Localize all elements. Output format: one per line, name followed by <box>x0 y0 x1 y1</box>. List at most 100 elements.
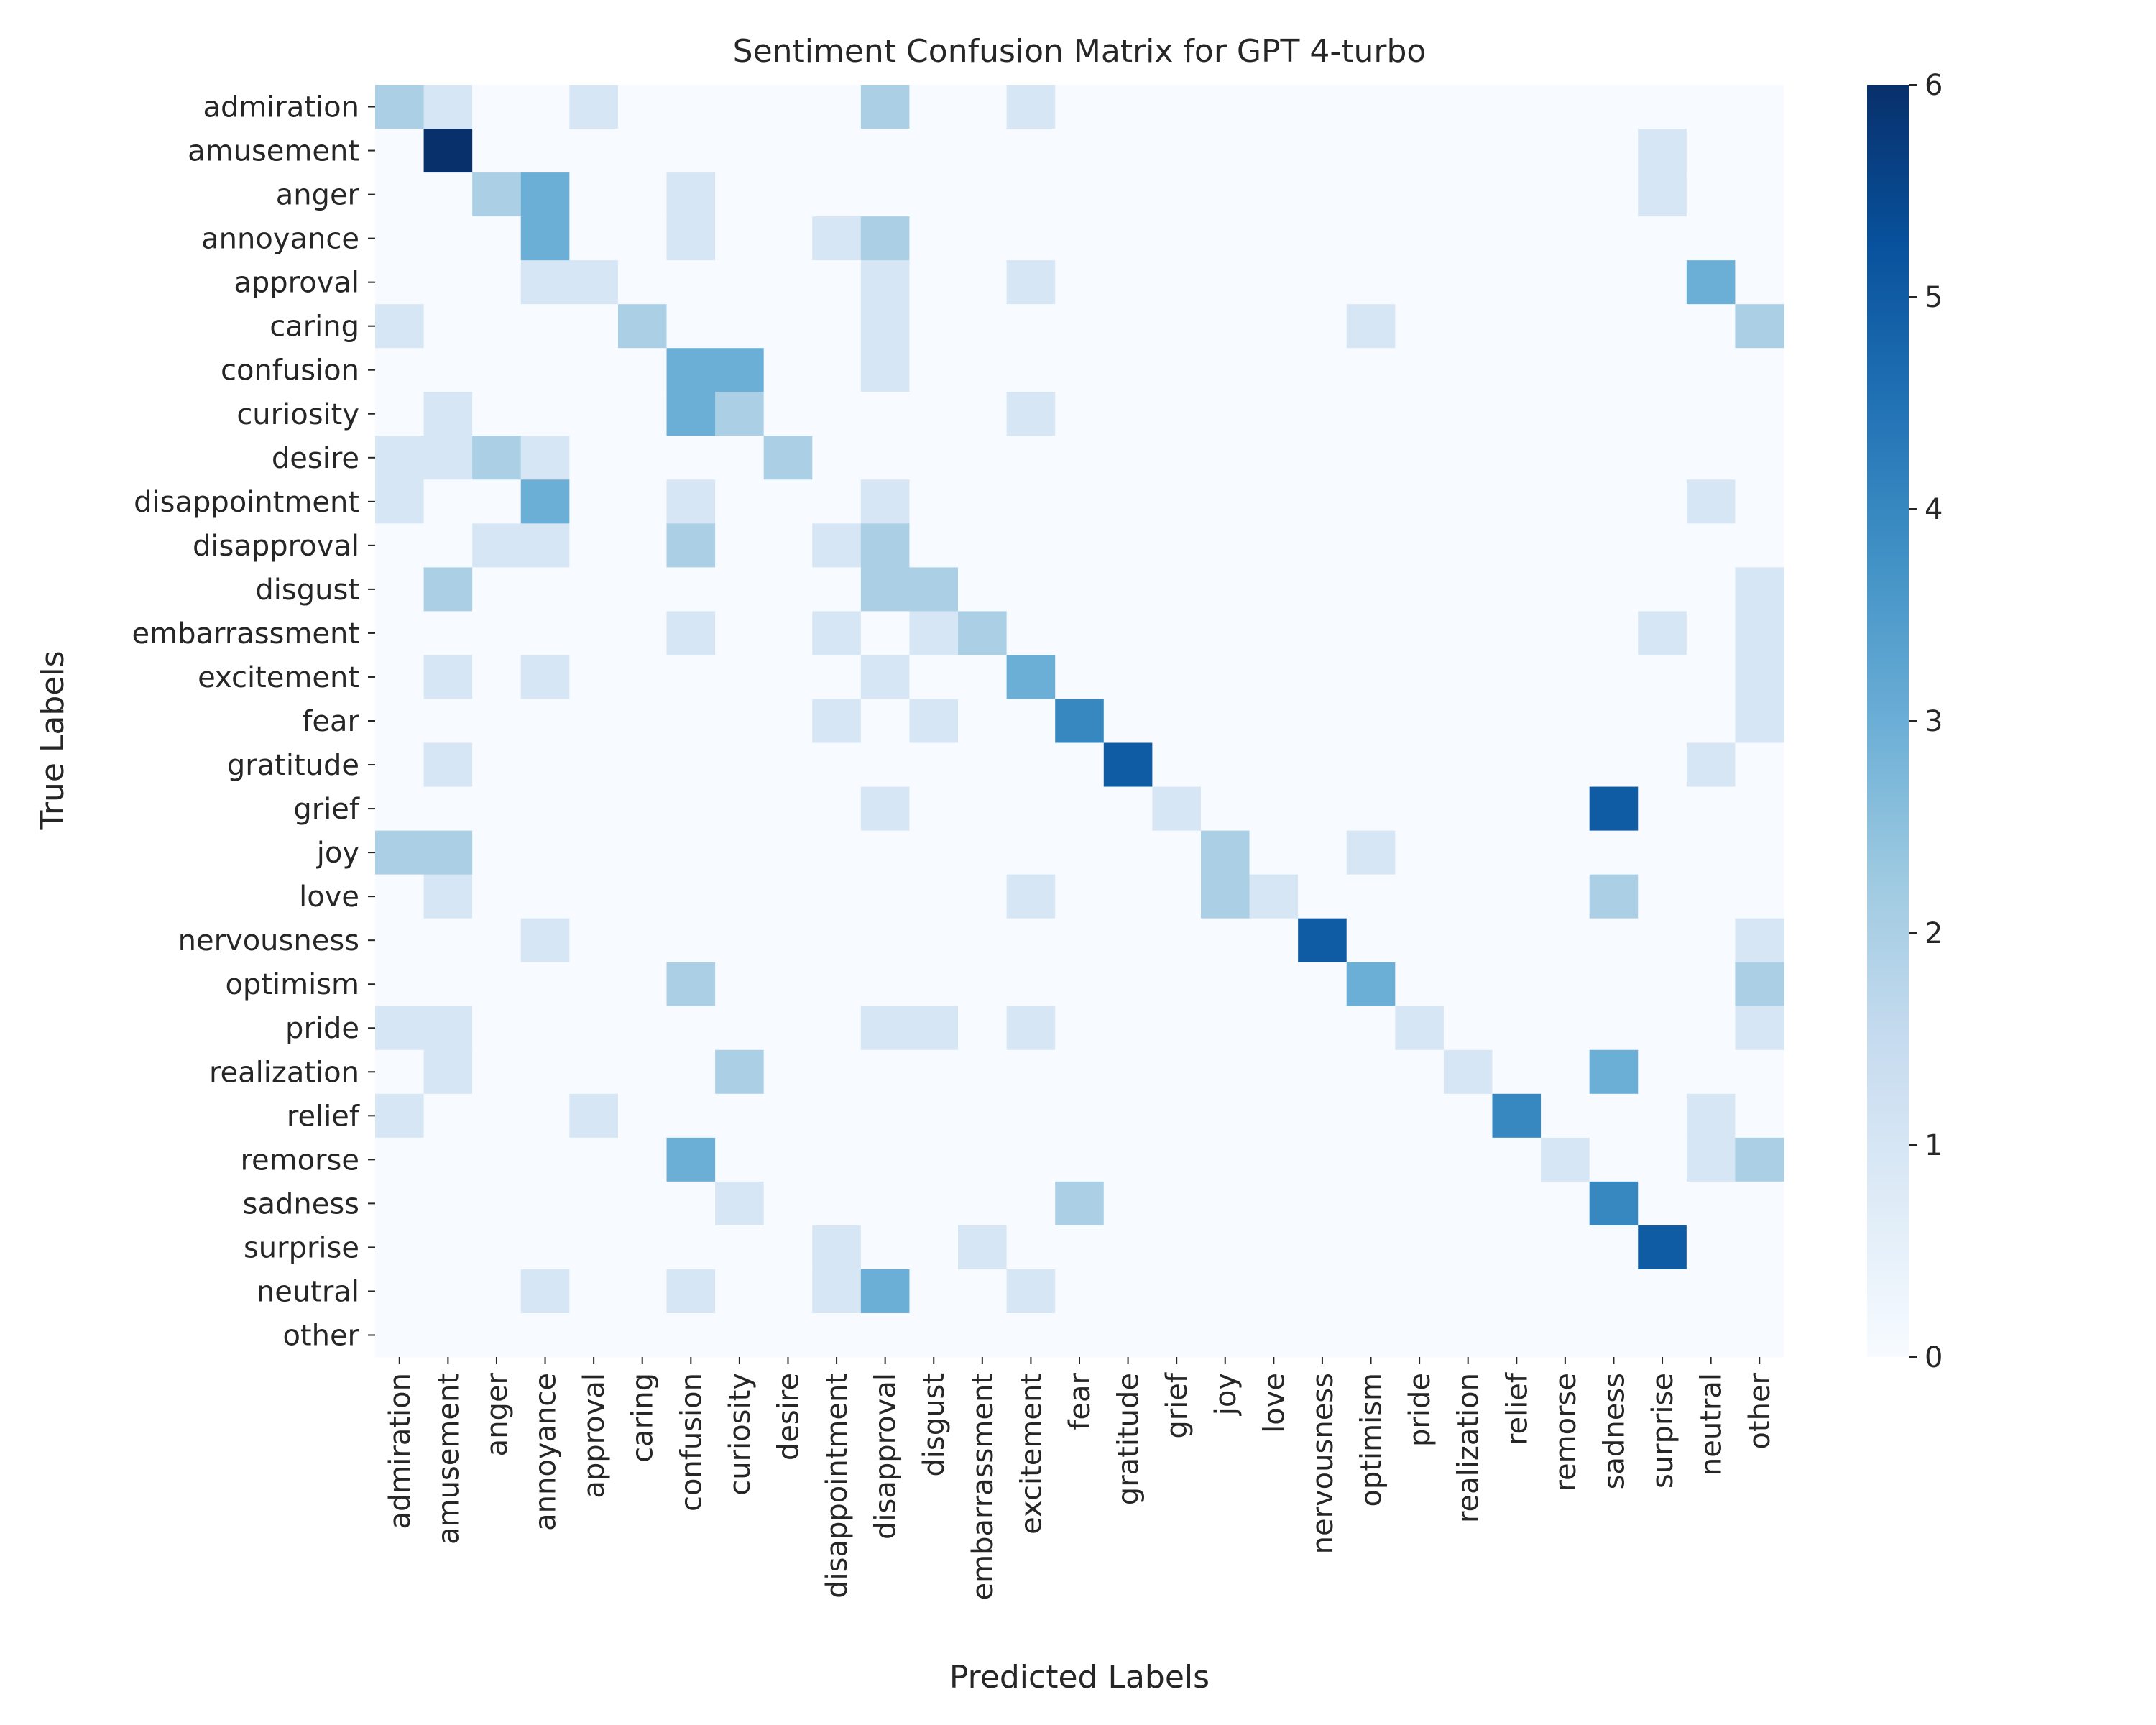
heatmap-cell <box>860 742 911 788</box>
heatmap-cell <box>1492 1093 1542 1138</box>
heatmap-cell <box>1443 1049 1493 1095</box>
heatmap-cell <box>1298 962 1348 1007</box>
heatmap-cell <box>715 611 765 656</box>
heatmap-cell <box>1152 567 1202 612</box>
heatmap-cell <box>617 129 668 173</box>
heatmap-cell <box>569 567 619 612</box>
heatmap-cell <box>472 348 522 392</box>
heatmap-cell <box>763 611 813 656</box>
heatmap-cell <box>1152 611 1202 656</box>
heatmap-cell <box>958 129 1008 173</box>
heatmap-cell <box>1200 655 1250 700</box>
heatmap-cell <box>1443 260 1493 305</box>
heatmap-cell <box>375 1093 425 1138</box>
heatmap-cell <box>1395 392 1445 436</box>
heatmap-cell <box>1638 436 1687 480</box>
heatmap-cell <box>1686 918 1736 963</box>
heatmap-cell <box>1152 348 1202 392</box>
heatmap-cell <box>812 1312 862 1358</box>
heatmap-cell <box>423 304 473 349</box>
heatmap-cell <box>1443 918 1493 963</box>
heatmap-cell <box>520 260 570 305</box>
heatmap-cell <box>1492 436 1542 480</box>
heatmap-cell <box>1541 699 1590 744</box>
heatmap-cell <box>1638 1225 1687 1270</box>
heatmap-cell <box>1103 1093 1153 1138</box>
heatmap-cell <box>860 1181 911 1226</box>
y-tick-label: excitement <box>198 661 359 694</box>
heatmap-cell <box>909 304 959 349</box>
heatmap-cell <box>1346 918 1396 963</box>
heatmap-cell <box>1638 786 1687 832</box>
heatmap-cell <box>1638 611 1687 656</box>
heatmap-cell <box>569 392 619 436</box>
heatmap-cell <box>472 260 522 305</box>
heatmap-cell <box>860 216 911 261</box>
heatmap-cell <box>1492 655 1542 700</box>
heatmap-cell <box>472 1225 522 1270</box>
heatmap-cell <box>763 786 813 832</box>
colorbar-tick-label: 2 <box>1925 917 1943 950</box>
heatmap-cell <box>617 436 668 480</box>
heatmap-cell <box>1395 567 1445 612</box>
heatmap-cell <box>1589 1049 1639 1095</box>
heatmap-cell <box>666 479 716 524</box>
heatmap-cell <box>1249 611 1299 656</box>
heatmap-cell <box>909 874 959 919</box>
heatmap-cell <box>520 479 570 524</box>
heatmap-cell <box>375 216 425 261</box>
heatmap-cell <box>1492 611 1542 656</box>
heatmap-cell <box>715 1006 765 1051</box>
y-tick-label: anger <box>276 179 360 212</box>
heatmap-cell <box>1541 1269 1590 1314</box>
heatmap-cell <box>1298 918 1348 963</box>
heatmap-cell <box>1200 260 1250 305</box>
heatmap-cell <box>1541 1181 1590 1226</box>
heatmap-cell <box>375 655 425 700</box>
heatmap-cell <box>423 260 473 305</box>
heatmap-cell <box>860 918 911 963</box>
heatmap-cell <box>375 172 425 217</box>
heatmap-cell <box>1735 962 1784 1007</box>
y-tick-label: love <box>299 880 359 914</box>
heatmap-cell <box>375 479 425 524</box>
heatmap-cell <box>1298 304 1348 349</box>
heatmap-cell <box>666 1006 716 1051</box>
heatmap-cell <box>423 1181 473 1226</box>
heatmap-cell <box>1638 918 1687 963</box>
heatmap-cell <box>860 699 911 744</box>
heatmap-cell <box>520 918 570 963</box>
heatmap-cell <box>1541 172 1590 217</box>
heatmap-cell <box>1638 129 1687 173</box>
heatmap-cell <box>958 304 1008 349</box>
heatmap-cell <box>569 436 619 480</box>
heatmap-cell <box>1103 216 1153 261</box>
heatmap-cell <box>763 1093 813 1138</box>
heatmap-cell <box>1735 129 1784 173</box>
heatmap-cell <box>812 1137 862 1182</box>
heatmap-cell <box>715 1137 765 1182</box>
heatmap-cell <box>715 655 765 700</box>
heatmap-cell <box>666 436 716 480</box>
heatmap-cell <box>375 830 425 875</box>
heatmap-cell <box>617 392 668 436</box>
heatmap-cell <box>1103 260 1153 305</box>
heatmap-cell <box>1589 348 1639 392</box>
heatmap-cell <box>1346 392 1396 436</box>
heatmap-cell <box>1443 172 1493 217</box>
heatmap-cell <box>666 1225 716 1270</box>
heatmap-cell <box>1200 216 1250 261</box>
heatmap-cell <box>1735 85 1784 129</box>
heatmap-cell <box>1346 129 1396 173</box>
heatmap-cell <box>1443 962 1493 1007</box>
heatmap-cell <box>617 1225 668 1270</box>
y-tick-label: surprise <box>244 1231 359 1264</box>
heatmap-cell <box>1638 1181 1687 1226</box>
heatmap-cell <box>1249 699 1299 744</box>
x-tick-label: curiosity <box>724 1373 757 1496</box>
heatmap-cell <box>1152 786 1202 832</box>
heatmap-cell <box>520 742 570 788</box>
heatmap-cell <box>1492 918 1542 963</box>
heatmap-cell <box>763 918 813 963</box>
x-tick-label: realization <box>1452 1373 1485 1523</box>
